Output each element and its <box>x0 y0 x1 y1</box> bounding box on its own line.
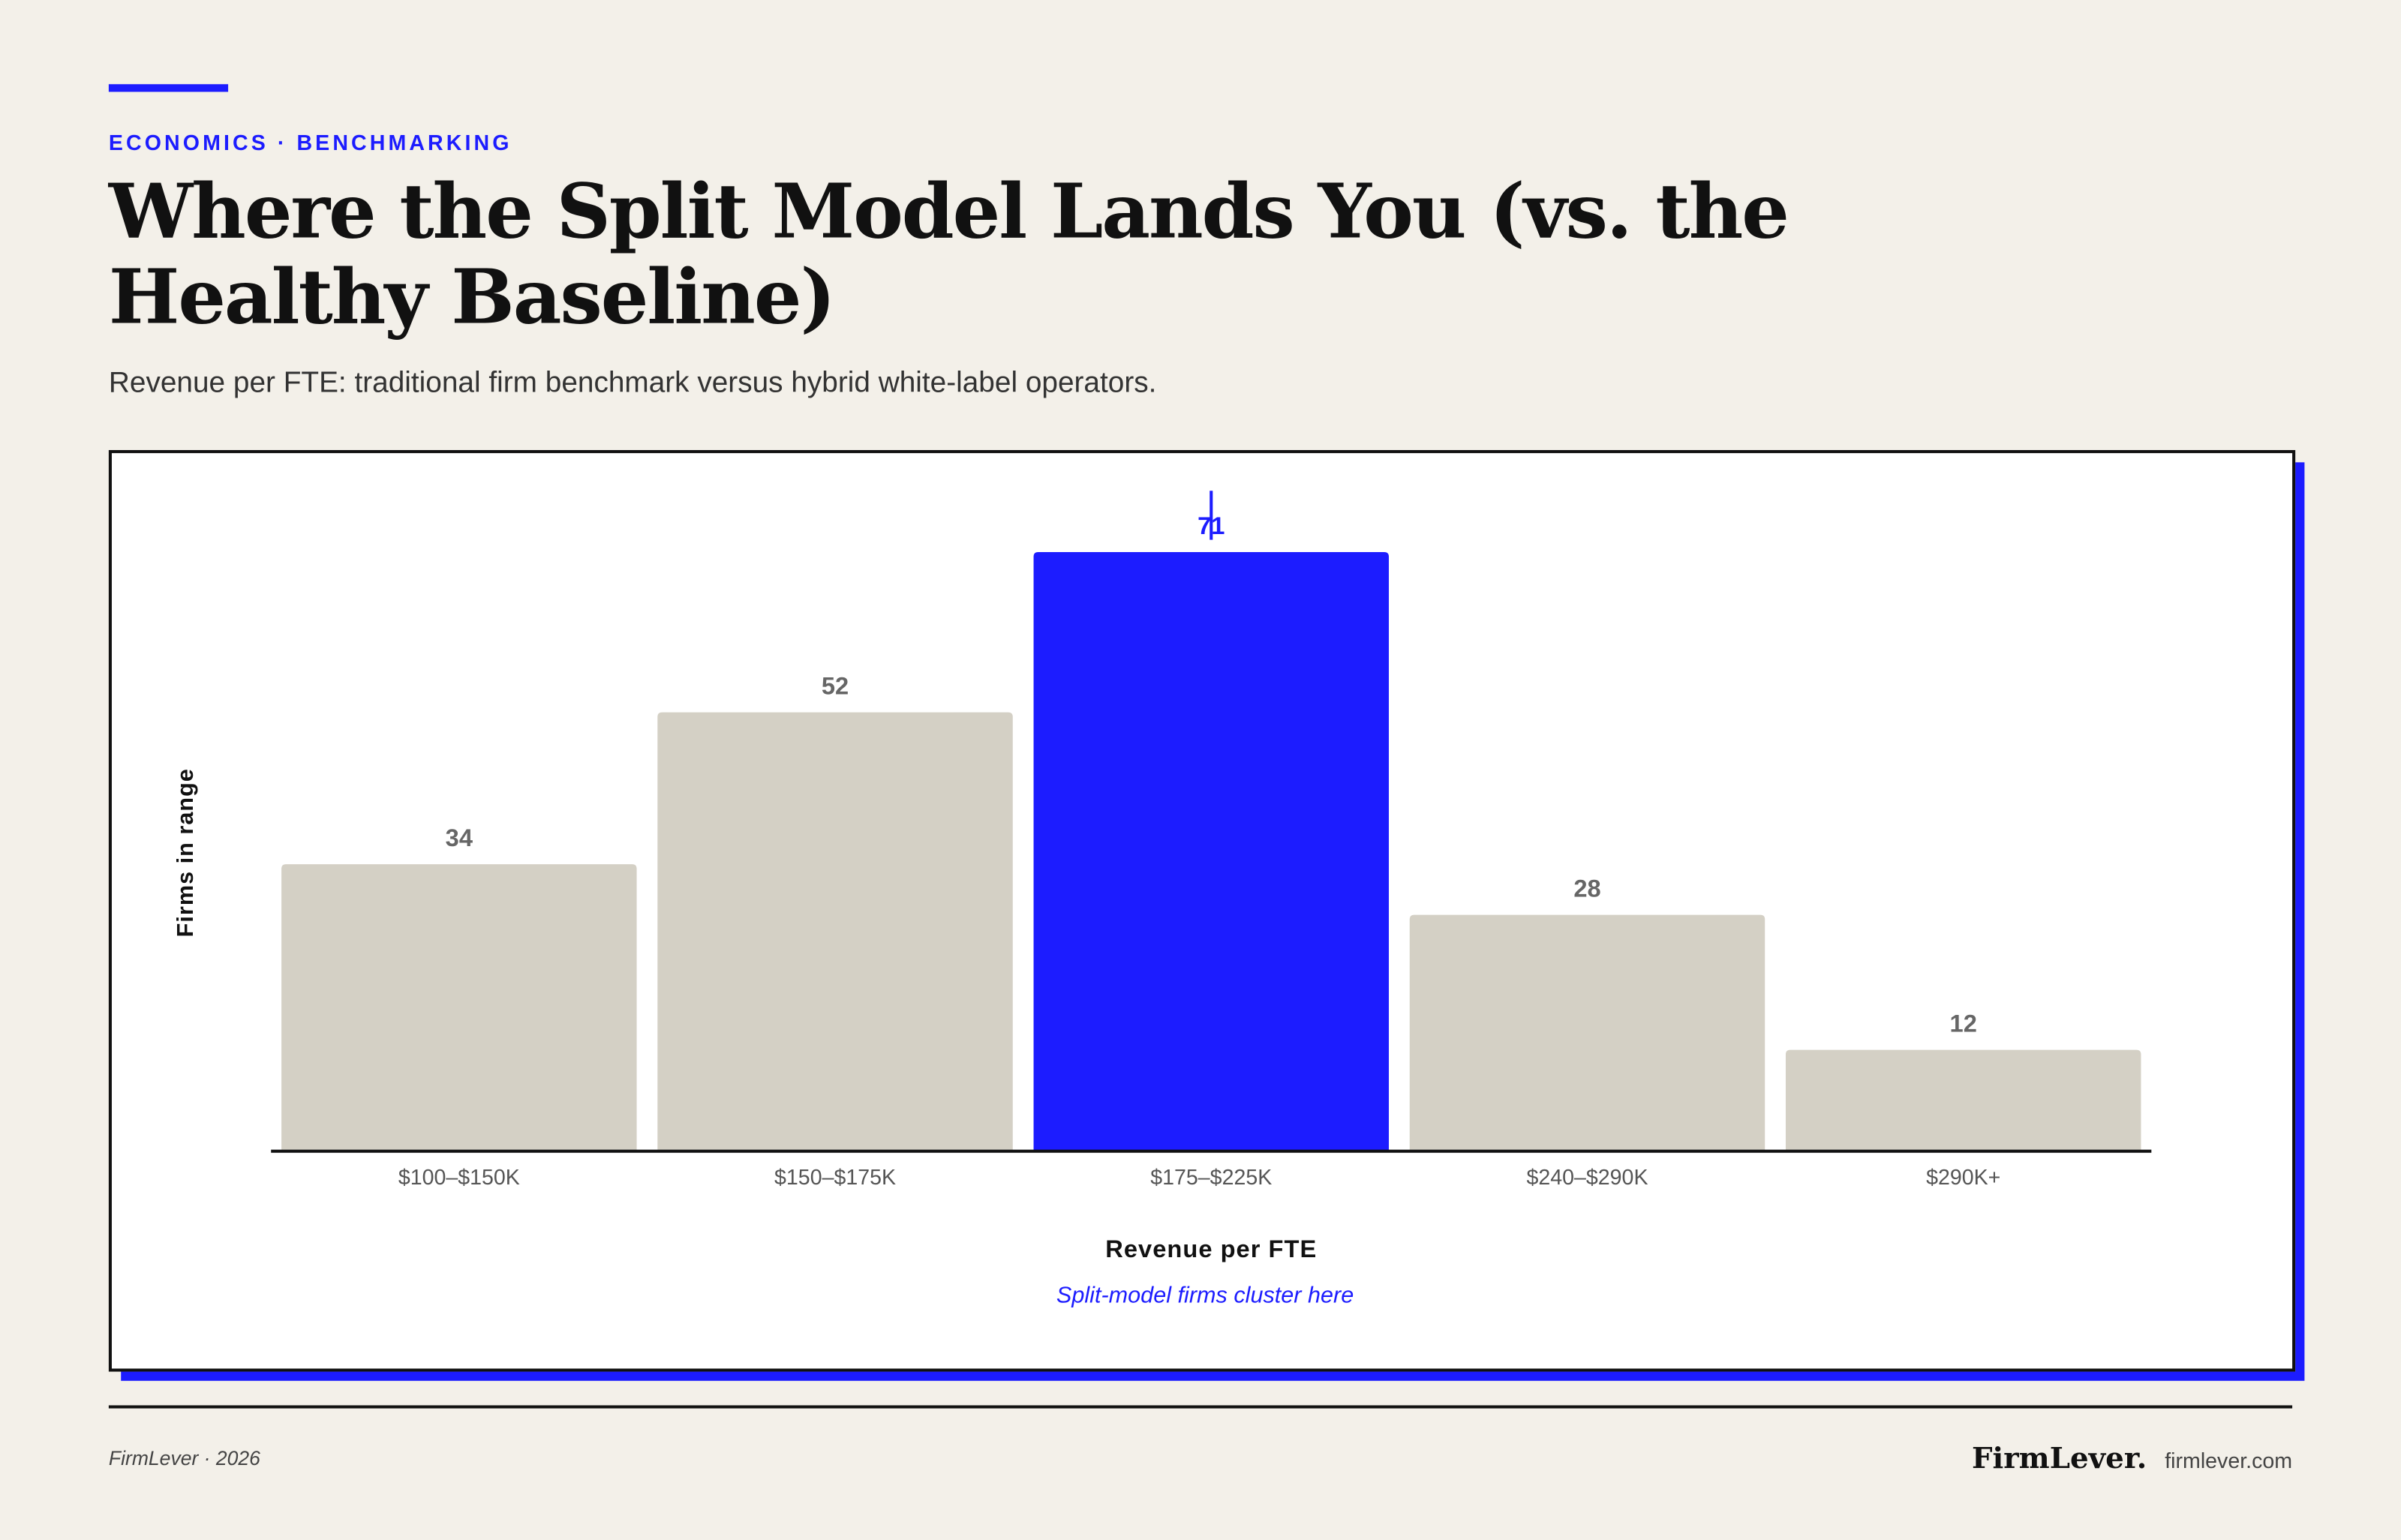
value-label: 28 <box>1573 875 1600 902</box>
bar <box>657 712 1013 1151</box>
x-tick-label: $175–$225K <box>1150 1166 1272 1190</box>
site-link: firmlever.com <box>2165 1448 2293 1473</box>
bar <box>1033 551 1390 1151</box>
x-tick-label: $150–$175K <box>774 1166 896 1190</box>
x-tick-label: $290K+ <box>1926 1166 2000 1190</box>
x-tick-label: $100–$150K <box>398 1166 520 1190</box>
chart-card: Firms in range Revenue per FTE $100–$150… <box>108 449 2296 1372</box>
y-axis-label: Firms in range <box>173 768 198 937</box>
value-label: 34 <box>446 824 473 851</box>
brand: FirmLever. <box>1971 1442 2147 1476</box>
x-axis-label: Revenue per FTE <box>1105 1235 1317 1262</box>
annotation: Split-model firms cluster here <box>1056 1283 1354 1308</box>
bar <box>1785 1049 2141 1151</box>
kicker: ECONOMICS · BENCHMARKING <box>108 130 512 155</box>
title: Where the Split Model Lands You (vs. the… <box>108 167 1789 342</box>
chart: Firms in range Revenue per FTE $100–$150… <box>173 491 2152 1308</box>
subtitle: Revenue per FTE: traditional firm benchm… <box>108 367 1157 400</box>
footer-rule <box>108 1405 2293 1409</box>
bar <box>1409 914 1765 1151</box>
footer-credit: FirmLever · 2026 <box>108 1446 260 1470</box>
x-tick-label: $240–$290K <box>1526 1166 1648 1190</box>
value-label: 12 <box>1950 1010 1977 1037</box>
bar <box>281 864 637 1151</box>
value-label: 52 <box>822 672 849 700</box>
accent-rule <box>108 84 229 92</box>
